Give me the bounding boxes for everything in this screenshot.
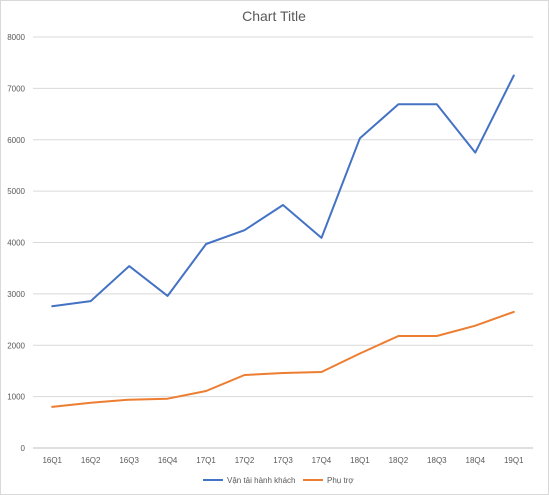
x-tick-label: 17Q2 — [235, 456, 255, 465]
gridlines — [33, 36, 533, 449]
x-tick-label: 16Q1 — [42, 456, 62, 465]
y-tick-label: 0 — [21, 444, 26, 453]
legend-label: Phụ trợ — [327, 476, 354, 485]
x-tick-label: 18Q2 — [389, 456, 409, 465]
x-tick-label: 19Q1 — [504, 456, 524, 465]
y-tick-label: 2000 — [7, 341, 25, 350]
y-axis-labels: 0 1000 2000 3000 4000 5000 6000 7000 8000 — [7, 33, 25, 453]
series-line — [51, 310, 515, 408]
y-tick-label: 3000 — [7, 290, 25, 299]
x-tick-label: 16Q4 — [158, 456, 178, 465]
x-tick-label: 18Q1 — [350, 456, 370, 465]
legend: Vận tải hành khách Phụ trợ — [203, 476, 354, 485]
chart-title: Chart Title — [242, 8, 306, 24]
legend-label: Vận tải hành khách — [227, 476, 296, 485]
y-tick-label: 4000 — [7, 239, 25, 248]
x-tick-label: 17Q1 — [196, 456, 216, 465]
plot-lines — [51, 74, 515, 408]
x-tick-label: 17Q4 — [312, 456, 332, 465]
x-tick-label: 16Q3 — [119, 456, 139, 465]
y-tick-label: 5000 — [7, 187, 25, 196]
x-tick-label: 17Q3 — [273, 456, 293, 465]
y-tick-label: 7000 — [7, 84, 25, 93]
x-tick-label: 18Q4 — [466, 456, 486, 465]
y-tick-label: 8000 — [7, 33, 25, 42]
x-tick-label: 18Q3 — [427, 456, 447, 465]
y-tick-label: 6000 — [7, 136, 25, 145]
x-tick-label: 16Q2 — [81, 456, 101, 465]
series-line — [51, 74, 515, 308]
y-tick-label: 1000 — [7, 393, 25, 402]
x-axis-labels: 16Q1 16Q2 16Q3 16Q4 17Q1 17Q2 17Q3 17Q4 18Q1 18Q2… — [42, 456, 524, 465]
